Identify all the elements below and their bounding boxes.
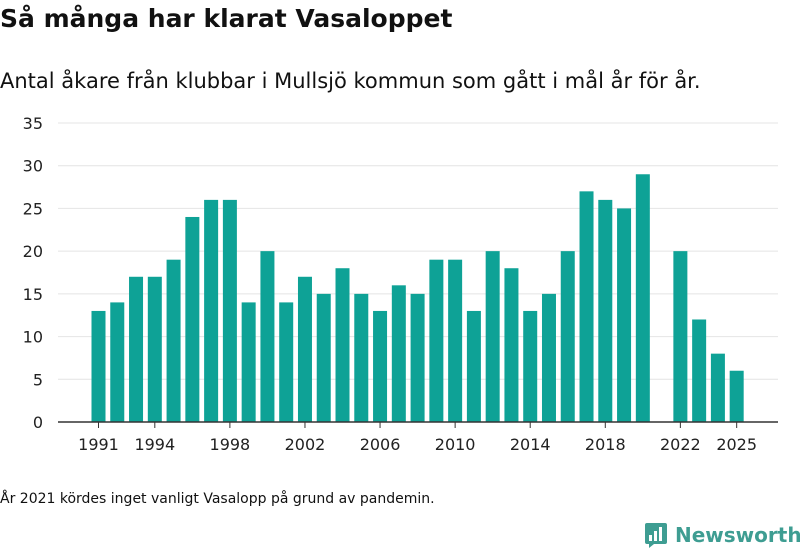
y-tick-label: 10 bbox=[23, 328, 43, 347]
bar-2024 bbox=[710, 353, 725, 422]
bar-2002 bbox=[297, 276, 312, 422]
bar-2009 bbox=[429, 259, 444, 422]
x-tick-label: 2006 bbox=[360, 435, 401, 454]
bar-2020 bbox=[635, 174, 650, 422]
x-tick-label: 2018 bbox=[585, 435, 626, 454]
x-tick-label: 1994 bbox=[134, 435, 175, 454]
newsworthy-logo-icon bbox=[645, 523, 667, 548]
chart-subtitle: Antal åkare från klubbar i Mullsjö kommu… bbox=[0, 69, 701, 93]
bar-2007 bbox=[391, 285, 406, 422]
bar-1996 bbox=[185, 216, 200, 422]
y-tick-label: 20 bbox=[23, 242, 43, 261]
bar-2019 bbox=[617, 208, 632, 422]
bar-2004 bbox=[335, 268, 350, 422]
bar-1998 bbox=[222, 199, 237, 422]
newsworthy-logo: Newsworthy bbox=[645, 520, 800, 550]
bar-1993 bbox=[129, 276, 144, 422]
bar-2012 bbox=[485, 251, 500, 422]
y-tick-label: 35 bbox=[23, 114, 43, 133]
x-tick-label: 2025 bbox=[716, 435, 757, 454]
brand-name: Newsworthy bbox=[675, 523, 800, 547]
bar-1999 bbox=[241, 302, 256, 422]
bar-2022 bbox=[673, 251, 688, 422]
bar-2018 bbox=[598, 199, 613, 422]
bar-2016 bbox=[560, 251, 575, 422]
bar-2001 bbox=[279, 302, 294, 422]
x-tick-label: 2002 bbox=[285, 435, 326, 454]
bar-2000 bbox=[260, 251, 275, 422]
bar-2008 bbox=[410, 293, 425, 422]
bar-2006 bbox=[373, 310, 388, 422]
chart-title: Så många har klarat Vasaloppet bbox=[0, 4, 453, 33]
y-tick-label: 0 bbox=[33, 413, 43, 432]
bar-1995 bbox=[166, 259, 181, 422]
bar-2013 bbox=[504, 268, 519, 422]
y-tick-label: 30 bbox=[23, 157, 43, 176]
x-tick-label: 1991 bbox=[78, 435, 119, 454]
bar-1997 bbox=[204, 199, 219, 422]
bar-2010 bbox=[448, 259, 463, 422]
x-tick-label: 2014 bbox=[510, 435, 551, 454]
x-tick-label: 1998 bbox=[210, 435, 251, 454]
footnote: År 2021 kördes inget vanligt Vasalopp på… bbox=[0, 491, 435, 507]
y-axis-tick-labels: 0 5 10 15 20 25 30 35 bbox=[23, 114, 43, 432]
bar-2005 bbox=[354, 293, 369, 422]
bar-1994 bbox=[147, 276, 162, 422]
x-tick-label: 2010 bbox=[435, 435, 476, 454]
bar-2011 bbox=[466, 310, 481, 422]
bars bbox=[91, 174, 744, 422]
bar-2023 bbox=[692, 319, 707, 422]
bar-1992 bbox=[110, 302, 125, 422]
bar-2017 bbox=[579, 191, 594, 422]
y-tick-label: 5 bbox=[33, 370, 43, 389]
y-tick-label: 15 bbox=[23, 285, 43, 304]
bar-2003 bbox=[316, 293, 331, 422]
bar-2014 bbox=[523, 310, 538, 422]
x-axis-tick-labels: 1991 1994 1998 2002 2006 2010 2014 2018 2022 2025 bbox=[78, 422, 757, 454]
bar-1991 bbox=[91, 310, 106, 422]
x-tick-label: 2022 bbox=[660, 435, 701, 454]
y-tick-label: 25 bbox=[23, 199, 43, 218]
bar-2015 bbox=[541, 293, 556, 422]
bar-2025 bbox=[729, 370, 744, 422]
